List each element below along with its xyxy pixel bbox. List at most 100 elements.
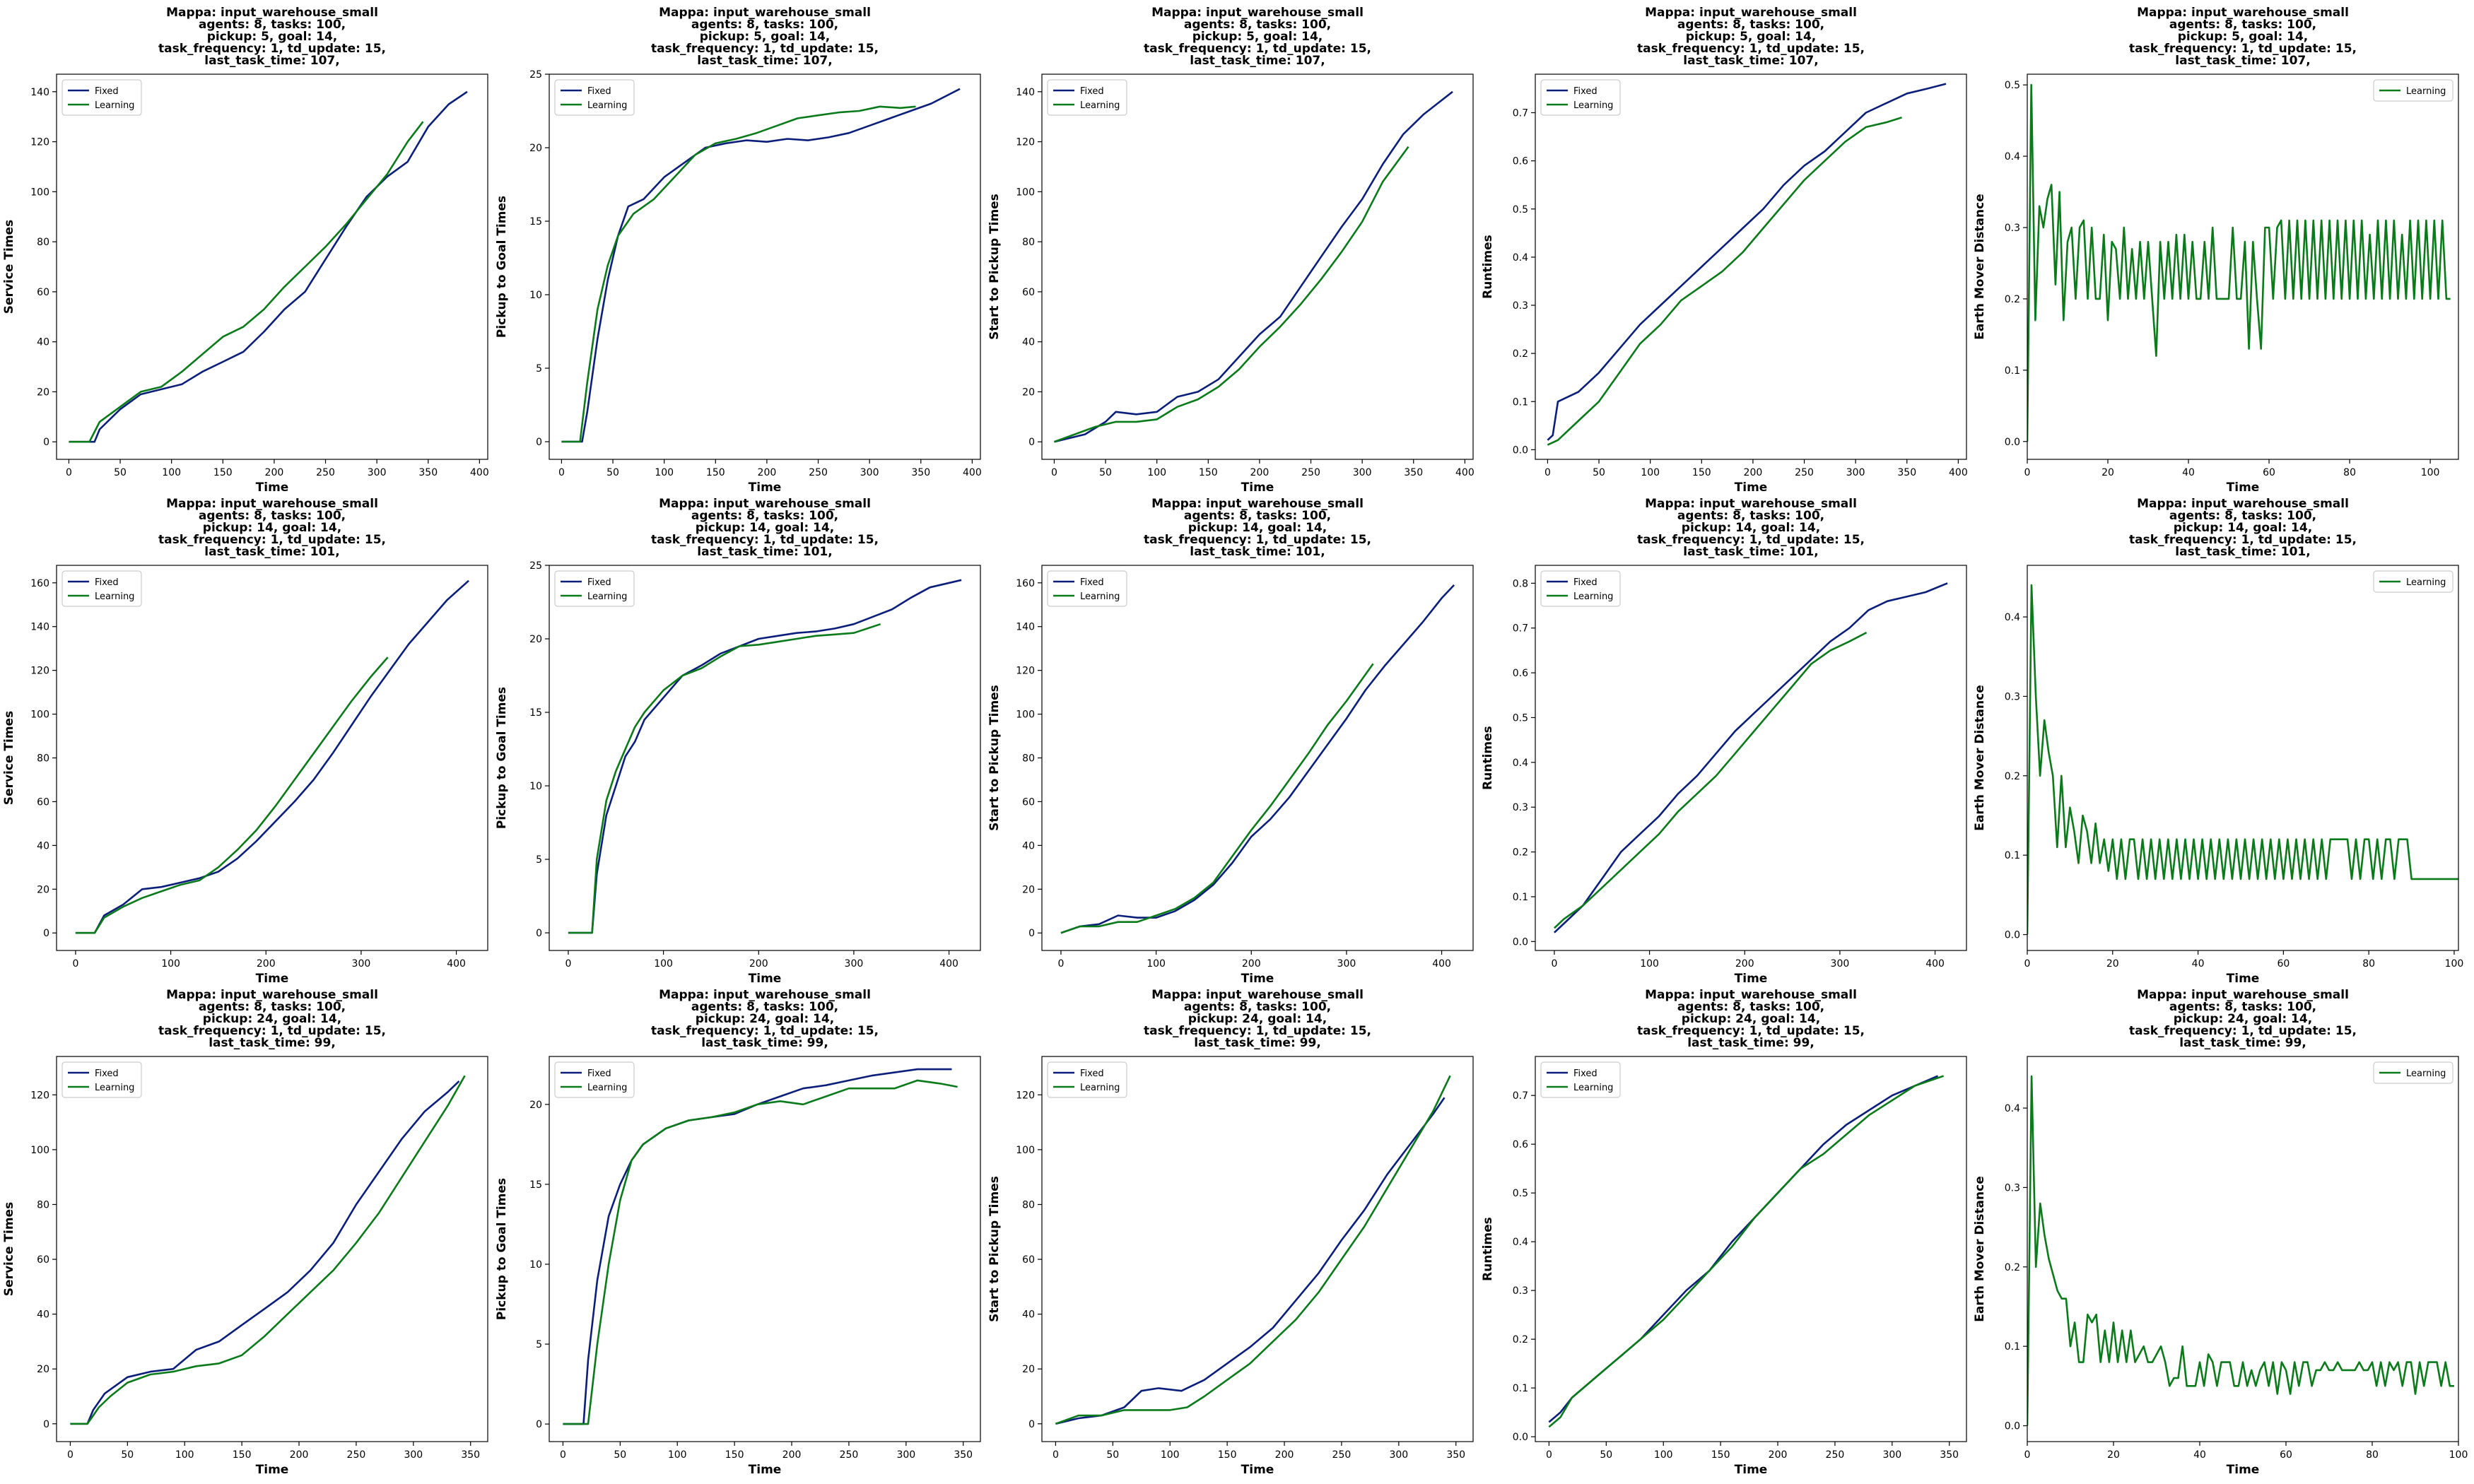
chart-title-line: agents: 8, tasks: 100, [2169,18,2316,32]
x-tick-label: 400 [1949,467,1968,478]
legend-box [2373,1061,2454,1084]
chart-title-line: last_task_time: 101, [2175,545,2310,559]
chart-title-line: last_task_time: 99, [209,1036,336,1050]
legend: Fixed Learning [1540,570,1621,607]
x-tick-label: 50 [614,1449,626,1461]
x-axis-label: Time [749,1463,782,1477]
plot-frame [2027,1056,2459,1442]
x-tick-label: 20 [2107,1449,2120,1461]
legend-label-learning: Learning [2406,577,2446,588]
y-tick-label: 160 [1016,578,1035,589]
y-tick-label: 0.3 [2005,223,2020,234]
y-tick-label: 60 [1022,287,1035,298]
chart-title-line: last_task_time: 101, [1190,545,1325,559]
chart-title-line: pickup: 14, goal: 14, [2174,521,2312,535]
legend-box [61,79,142,116]
legend-label-fixed: Fixed [1080,577,1104,588]
x-tick-label: 250 [316,467,335,478]
x-tick-label: 400 [1925,958,1945,970]
x-tick-label: 100 [1147,958,1166,970]
series-line-fixed [1548,1075,1939,1423]
series-line-learning [1554,631,1868,929]
x-tick-label: 0 [1057,958,1064,970]
y-tick-label: 140 [30,622,49,633]
x-tick-label: 300 [1389,1449,1408,1461]
series-line-learning [2027,584,2458,935]
x-tick-label: 200 [782,1449,802,1461]
x-tick-label: 250 [1795,467,1814,478]
x-tick-label: 0 [1551,958,1557,970]
legend-box [1047,570,1127,607]
x-tick-label: 100 [1654,1449,1673,1461]
x-tick-label: 0 [560,1449,566,1461]
legend-label-fixed: Fixed [95,577,119,588]
x-tick-label: 40 [2192,958,2205,970]
x-tick-label: 50 [1099,467,1112,478]
chart-title-line: agents: 8, tasks: 100, [1184,1000,1331,1014]
x-tick-label: 250 [1301,467,1320,478]
chart-title-line: pickup: 14, goal: 14, [1682,521,1820,535]
x-tick-label: 20 [2106,958,2119,970]
chart-title-line: last_task_time: 99, [701,1036,828,1050]
y-tick-label: 0.7 [1513,623,1528,635]
chart-title-line: pickup: 5, goal: 14, [2178,30,2309,44]
x-tick-label: 400 [470,467,489,478]
chart-title-line: task_frequency: 1, td_update: 15, [1144,42,1371,56]
x-axis-label: Time [749,972,782,986]
legend-box [61,570,142,607]
x-tick-label: 200 [1735,958,1754,970]
chart-title-line: Mappa: input_warehouse_small [659,988,871,1002]
series-line-learning [69,121,424,443]
legend-box [1047,79,1127,116]
plot-frame [56,565,488,951]
chart-title-line: task_frequency: 1, td_update: 15, [158,533,386,547]
y-tick-label: 120 [1016,1090,1035,1101]
chart-title-line: task_frequency: 1, td_update: 15, [1144,1024,1371,1038]
y-tick-label: 0.7 [1513,1090,1528,1102]
chart-title-line: last_task_time: 101, [697,545,832,559]
y-axis-label: Earth Mover Distance [1973,685,1987,831]
x-tick-label: 150 [1218,1449,1237,1461]
y-tick-label: 0.0 [2005,1421,2020,1432]
series-line-fixed [1055,1097,1446,1425]
y-tick-label: 20 [37,884,49,895]
x-tick-label: 350 [1897,467,1916,478]
chart-title-line: agents: 8, tasks: 100, [691,509,838,523]
chart-title-line: Mappa: input_warehouse_small [1151,6,1364,20]
plot-frame [1535,1056,1967,1442]
y-tick-label: 0.1 [2005,365,2020,377]
x-tick-label: 100 [175,1449,194,1461]
y-tick-label: 0 [1028,928,1035,939]
legend-label-learning: Learning [95,1083,134,1093]
legend-box [61,1061,142,1098]
y-tick-label: 140 [30,87,49,98]
chart-title-line: Mappa: input_warehouse_small [166,988,378,1002]
y-axis-label: Pickup to Goal Times [495,196,509,338]
chart-title-line: agents: 8, tasks: 100, [2169,1000,2316,1014]
y-tick-label: 0 [1028,1419,1035,1430]
legend-box [2373,570,2454,593]
y-tick-label: 0.0 [1513,444,1528,456]
x-tick-label: 50 [606,467,619,478]
y-axis-label: Start to Pickup Times [987,685,1002,831]
y-tick-label: 0.4 [2005,151,2020,163]
chart-title-line: last_task_time: 107, [2175,54,2310,68]
chart-title-line: last_task_time: 101, [1683,545,1818,559]
series-line-learning [1055,1075,1451,1425]
legend-label-fixed: Fixed [1080,1068,1104,1079]
chart-title-line: last_task_time: 99, [1687,1036,1815,1050]
chart-title-line: Mappa: input_warehouse_small [1645,497,1857,511]
y-tick-label: 15 [529,216,542,228]
legend: Fixed Learning [1047,79,1127,116]
x-tick-label: 300 [1846,467,1865,478]
y-tick-label: 0.2 [2005,771,2020,782]
y-tick-label: 15 [529,1179,542,1191]
x-tick-label: 0 [558,467,565,478]
y-tick-label: 0.3 [2005,1182,2020,1194]
x-tick-label: 100 [1640,958,1659,970]
x-tick-label: 200 [1744,467,1763,478]
